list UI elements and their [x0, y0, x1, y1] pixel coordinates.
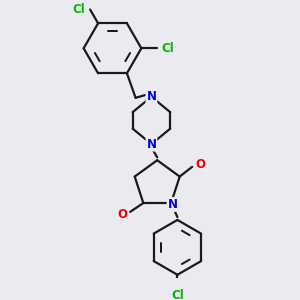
- Text: Cl: Cl: [162, 42, 175, 55]
- Text: O: O: [195, 158, 205, 171]
- Text: Cl: Cl: [73, 3, 85, 16]
- Text: N: N: [146, 138, 156, 151]
- Text: Cl: Cl: [171, 289, 184, 300]
- Text: N: N: [168, 198, 178, 211]
- Text: N: N: [146, 90, 156, 103]
- Text: O: O: [117, 208, 127, 221]
